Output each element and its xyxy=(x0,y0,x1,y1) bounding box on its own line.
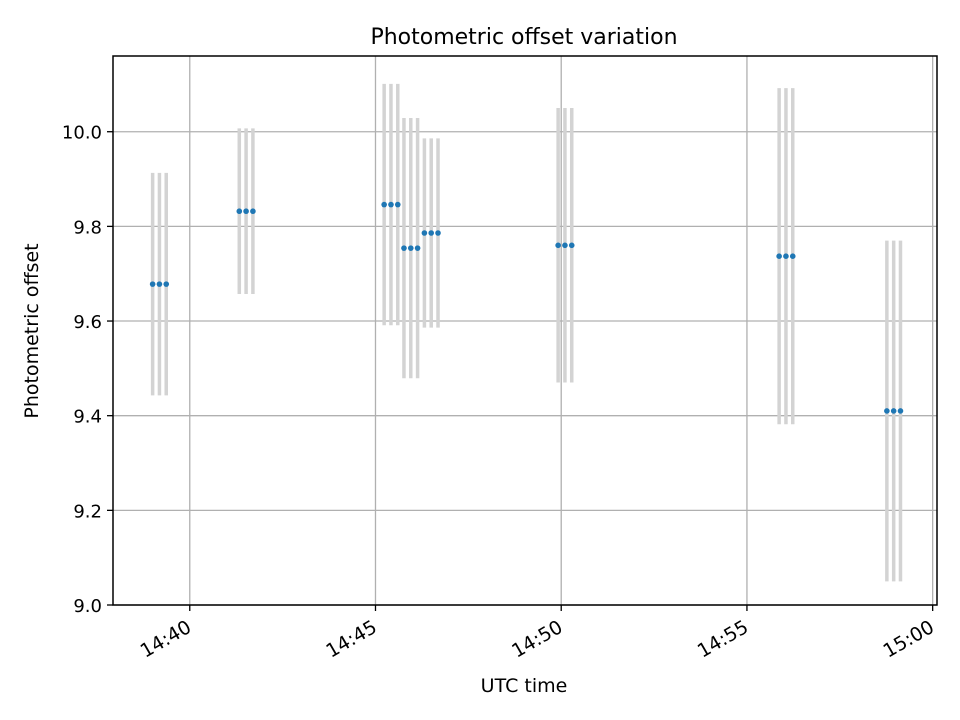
y-tick-label: 10.0 xyxy=(62,123,102,144)
data-point xyxy=(243,208,249,215)
data-point xyxy=(401,245,407,251)
y-tick-label: 9.0 xyxy=(73,596,102,617)
data-point xyxy=(421,230,428,236)
data-point xyxy=(897,408,904,414)
chart-title: Photometric offset variation xyxy=(370,25,677,50)
y-axis-label: Photometric offset xyxy=(21,243,43,418)
y-tick-label: 9.4 xyxy=(73,407,102,428)
y-tick-label: 9.2 xyxy=(73,501,102,522)
data-point xyxy=(555,242,561,249)
data-point xyxy=(388,201,394,208)
data-point xyxy=(156,281,163,287)
data-point xyxy=(884,408,890,414)
y-tick-label: 9.6 xyxy=(73,312,102,333)
data-points xyxy=(149,201,904,414)
data-point xyxy=(890,408,897,414)
y-axis: 9.0 9.2 9.4 9.6 9.8 10.0 xyxy=(62,123,113,617)
x-axis-label: UTC time xyxy=(481,675,568,697)
data-point xyxy=(783,253,789,259)
data-point xyxy=(394,201,401,208)
data-point xyxy=(407,245,414,251)
data-point xyxy=(236,208,243,215)
data-point xyxy=(568,242,575,249)
data-point xyxy=(381,201,387,208)
data-point xyxy=(776,253,782,259)
plot-frame xyxy=(112,55,938,606)
data-point xyxy=(562,242,568,249)
data-point xyxy=(250,208,256,215)
data-point xyxy=(149,281,156,287)
data-point xyxy=(163,281,170,287)
data-point xyxy=(789,253,796,259)
y-tick-label: 9.8 xyxy=(73,217,102,238)
data-point xyxy=(414,245,421,251)
data-point xyxy=(428,230,435,236)
data-point xyxy=(435,230,441,236)
